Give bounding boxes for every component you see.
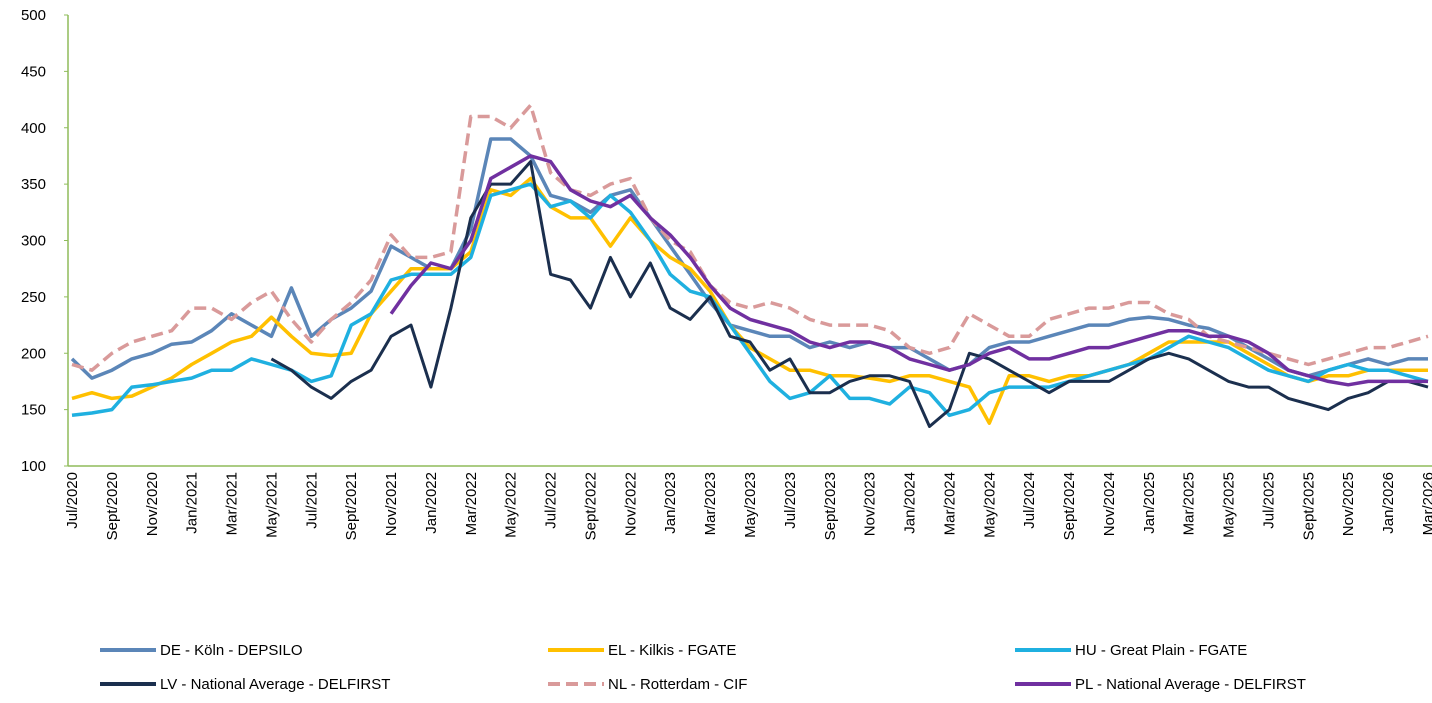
x-tick-label: Jul/2022 bbox=[543, 472, 560, 529]
x-tick-label: Sept/2020 bbox=[104, 472, 121, 540]
x-tick-label: Sept/2022 bbox=[582, 472, 599, 540]
x-tick-label: May/2023 bbox=[742, 472, 759, 538]
x-tick-label: May/2024 bbox=[981, 472, 998, 538]
x-tick-label: Mar/2022 bbox=[463, 472, 480, 535]
x-tick-label: Mar/2023 bbox=[702, 472, 719, 535]
y-tick-label: 400 bbox=[21, 120, 46, 137]
legend-label: LV - National Average - DELFIRST bbox=[160, 676, 390, 693]
y-tick-label: 200 bbox=[21, 345, 46, 362]
x-tick-label: Nov/2022 bbox=[622, 472, 639, 536]
x-tick-label: Jul/2024 bbox=[1021, 472, 1038, 529]
x-tick-label: Mar/2026 bbox=[1420, 472, 1432, 535]
x-tick-label: Jul/2023 bbox=[782, 472, 799, 529]
legend-label: PL - National Average - DELFIRST bbox=[1075, 676, 1306, 693]
x-tick-label: Jan/2023 bbox=[662, 472, 679, 534]
x-tick-label: Jan/2022 bbox=[423, 472, 440, 534]
x-tick-label: May/2025 bbox=[1221, 472, 1238, 538]
x-tick-label: Mar/2021 bbox=[224, 472, 241, 535]
x-tick-label: Jan/2024 bbox=[902, 472, 919, 534]
y-tick-label: 350 bbox=[21, 176, 46, 193]
series-line bbox=[270, 160, 1429, 428]
x-tick-label: Sept/2023 bbox=[822, 472, 839, 540]
x-tick-label: Jan/2021 bbox=[184, 472, 201, 534]
x-tick-label: Nov/2021 bbox=[383, 472, 400, 536]
x-tick-label: Mar/2024 bbox=[941, 472, 958, 535]
x-tick-label: Jul/2020 bbox=[64, 472, 81, 529]
x-tick-label: Jul/2021 bbox=[303, 472, 320, 529]
y-tick-label: 500 bbox=[21, 7, 46, 24]
x-tick-label: Mar/2025 bbox=[1181, 472, 1198, 535]
y-tick-label: 300 bbox=[21, 233, 46, 250]
x-tick-label: Jan/2025 bbox=[1141, 472, 1158, 534]
legend-label: NL - Rotterdam - CIF bbox=[608, 676, 747, 693]
x-tick-label: Nov/2024 bbox=[1101, 472, 1118, 536]
x-tick-label: Sept/2025 bbox=[1300, 472, 1317, 540]
legend-label: DE - Köln - DEPSILO bbox=[160, 642, 303, 659]
x-tick-label: Jan/2026 bbox=[1380, 472, 1397, 534]
x-tick-label: Jul/2025 bbox=[1260, 472, 1277, 529]
x-tick-label: May/2021 bbox=[263, 472, 280, 538]
x-tick-label: Sept/2021 bbox=[343, 472, 360, 540]
x-tick-label: May/2022 bbox=[503, 472, 520, 538]
series-line bbox=[70, 137, 1428, 380]
series-line bbox=[389, 154, 1428, 387]
legend-label: EL - Kilkis - FGATE bbox=[608, 642, 736, 659]
series-line bbox=[71, 176, 1428, 425]
y-tick-label: 250 bbox=[21, 289, 46, 306]
x-tick-label: Nov/2025 bbox=[1340, 472, 1357, 536]
y-tick-label: 100 bbox=[21, 458, 46, 475]
legend-label: HU - Great Plain - FGATE bbox=[1075, 642, 1247, 659]
series-line bbox=[71, 103, 1429, 372]
x-tick-label: Nov/2020 bbox=[144, 472, 161, 536]
y-tick-label: 150 bbox=[21, 402, 46, 419]
x-tick-label: Nov/2023 bbox=[862, 472, 879, 536]
y-tick-label: 450 bbox=[21, 63, 46, 80]
x-tick-label: Sept/2024 bbox=[1061, 472, 1078, 540]
